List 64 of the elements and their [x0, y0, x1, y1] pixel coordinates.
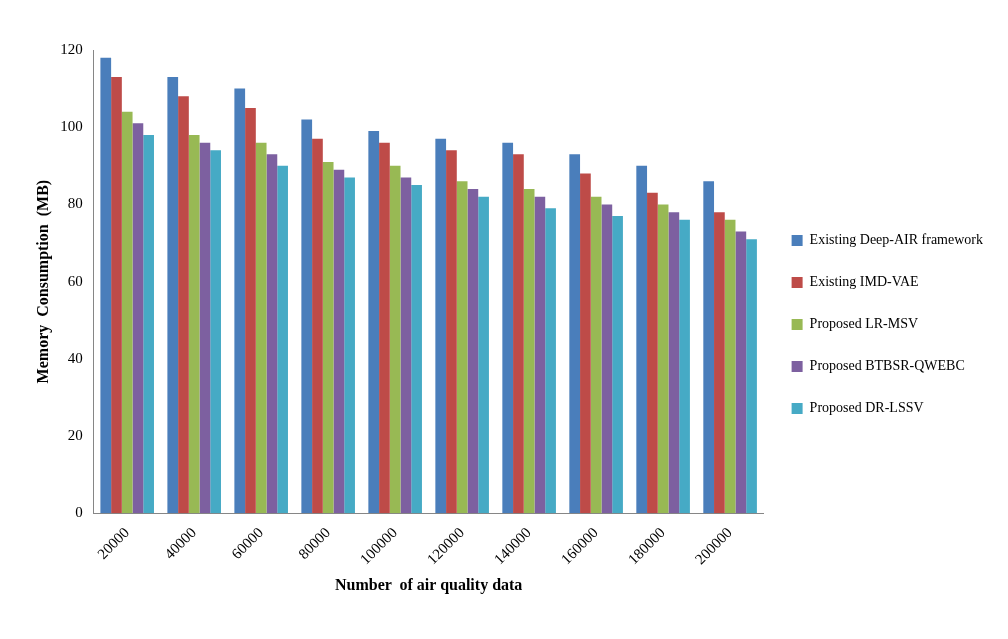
bar	[245, 107, 256, 514]
bar	[100, 57, 112, 514]
bar	[545, 208, 556, 514]
bar	[277, 165, 288, 514]
bar	[456, 181, 468, 514]
bar	[199, 142, 211, 514]
y-tick-label: 20	[67, 426, 83, 443]
legend-label: Existing IMD-VAE	[809, 274, 919, 290]
bar	[679, 219, 690, 514]
bar	[312, 138, 323, 514]
bar	[534, 196, 546, 514]
bar	[569, 154, 581, 514]
bar	[478, 196, 489, 514]
y-tick-label: 100	[60, 118, 83, 135]
bar	[344, 177, 355, 514]
bar	[590, 196, 602, 514]
y-tick-label: 60	[67, 272, 83, 289]
bar	[389, 165, 401, 514]
bar	[210, 150, 221, 514]
bar	[234, 88, 246, 514]
bar	[523, 188, 535, 514]
bar	[132, 123, 144, 514]
legend-label: Proposed BTBSR-QWEBC	[809, 358, 965, 374]
bar	[446, 150, 457, 514]
legend-label: Proposed DR-LSSV	[809, 400, 924, 416]
bar	[647, 192, 658, 514]
bar	[379, 142, 390, 514]
bar	[333, 169, 345, 514]
y-tick-label: 0	[75, 504, 83, 521]
bar	[657, 204, 669, 514]
bar	[143, 134, 154, 514]
bar	[612, 216, 623, 514]
bar	[435, 138, 447, 514]
bar	[111, 77, 122, 514]
bar	[502, 142, 514, 514]
legend-label: Proposed LR-MSV	[809, 316, 919, 332]
bar	[513, 154, 524, 514]
bar	[714, 212, 725, 514]
bar	[368, 131, 380, 514]
bar	[636, 165, 648, 514]
bar	[167, 77, 179, 514]
bar	[467, 188, 479, 514]
bar	[255, 142, 267, 514]
y-tick-label: 120	[60, 40, 83, 57]
bar	[266, 154, 278, 514]
x-axis-title: Number of air quality data	[334, 575, 523, 594]
bar	[121, 111, 133, 514]
bar	[735, 231, 747, 514]
bar	[724, 219, 736, 514]
y-axis-title: Memory Consumption (MB)	[33, 179, 52, 384]
bar	[746, 239, 757, 514]
bar	[400, 177, 412, 514]
bar	[668, 212, 680, 514]
bar	[703, 181, 715, 514]
y-tick-label: 40	[67, 349, 83, 366]
bar	[411, 185, 422, 514]
y-tick-label: 80	[67, 195, 83, 212]
bar	[301, 119, 313, 514]
bar	[322, 161, 334, 514]
bar	[601, 204, 613, 514]
bar	[188, 134, 200, 514]
legend-label: Existing Deep-AIR framework	[809, 232, 984, 248]
bar	[178, 96, 189, 514]
bar	[580, 173, 591, 514]
